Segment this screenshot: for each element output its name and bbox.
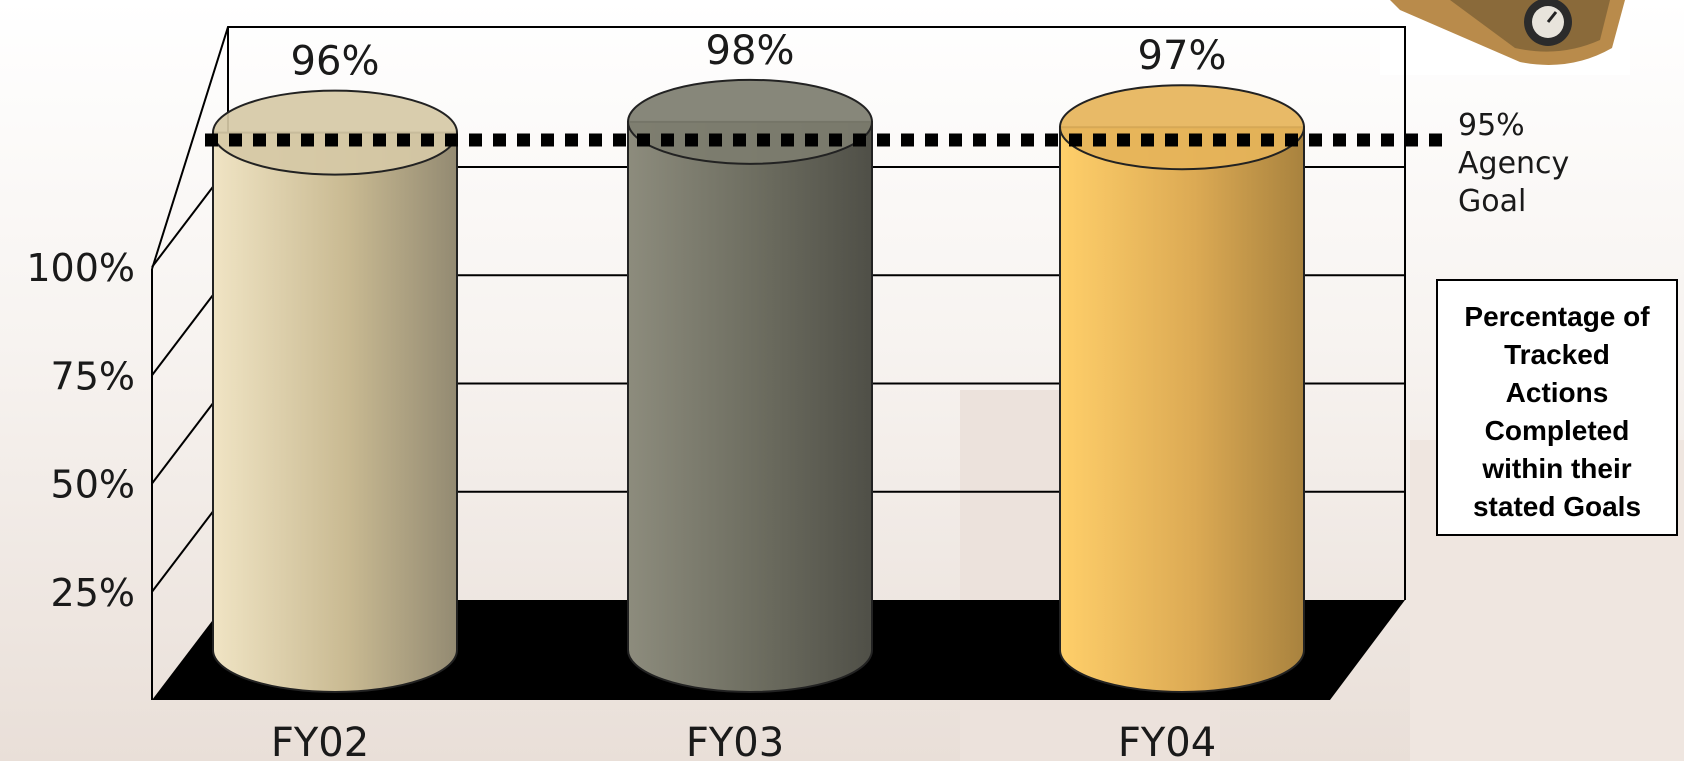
bar-top <box>627 78 873 165</box>
y-tick-label: 25% <box>51 571 135 615</box>
bar-body <box>627 120 873 693</box>
x-axis-categories: FY02 FY03 FY04 <box>271 720 1216 765</box>
legend-text: stated Goals <box>1473 491 1641 522</box>
bar-series <box>212 78 1305 693</box>
bar-top <box>1059 84 1305 171</box>
goal-label: Agency <box>1458 146 1569 181</box>
bar-body <box>212 131 458 693</box>
data-label: 97% <box>1138 33 1227 79</box>
bar-fy04 <box>1059 84 1305 693</box>
x-tick-label: FY02 <box>271 720 369 761</box>
y-axis-ticks: 25% 50% 75% 100% <box>26 246 135 615</box>
bar-body <box>1059 126 1305 693</box>
y-tick-label: 75% <box>51 354 135 398</box>
goal-label: 95% <box>1458 108 1525 143</box>
data-label: 98% <box>706 28 795 74</box>
legend-box: Percentage of Tracked Actions Completed with… <box>1436 279 1678 536</box>
goal-label: Goal <box>1458 184 1526 219</box>
legend-text: Percentage of <box>1464 301 1650 332</box>
x-tick-label: FY03 <box>686 720 784 761</box>
x-tick-label: FY04 <box>1118 720 1216 761</box>
y-tick-label: 50% <box>51 463 135 507</box>
bar-fy02 <box>212 89 458 693</box>
legend-frame <box>1436 279 1678 536</box>
y-tick-label: 100% <box>26 246 135 290</box>
legend-text: Actions <box>1506 377 1609 408</box>
bar-top <box>212 89 458 176</box>
legend-text: Tracked <box>1504 339 1610 370</box>
bar-fy03 <box>627 78 873 693</box>
clock-photo-icon <box>1380 0 1630 75</box>
legend-text: within their <box>1481 453 1631 484</box>
data-label: 96% <box>291 39 380 85</box>
data-labels: 96% 98% 97% <box>291 28 1227 85</box>
back-wall-outline <box>151 26 1406 600</box>
legend-text: Completed <box>1485 415 1630 446</box>
